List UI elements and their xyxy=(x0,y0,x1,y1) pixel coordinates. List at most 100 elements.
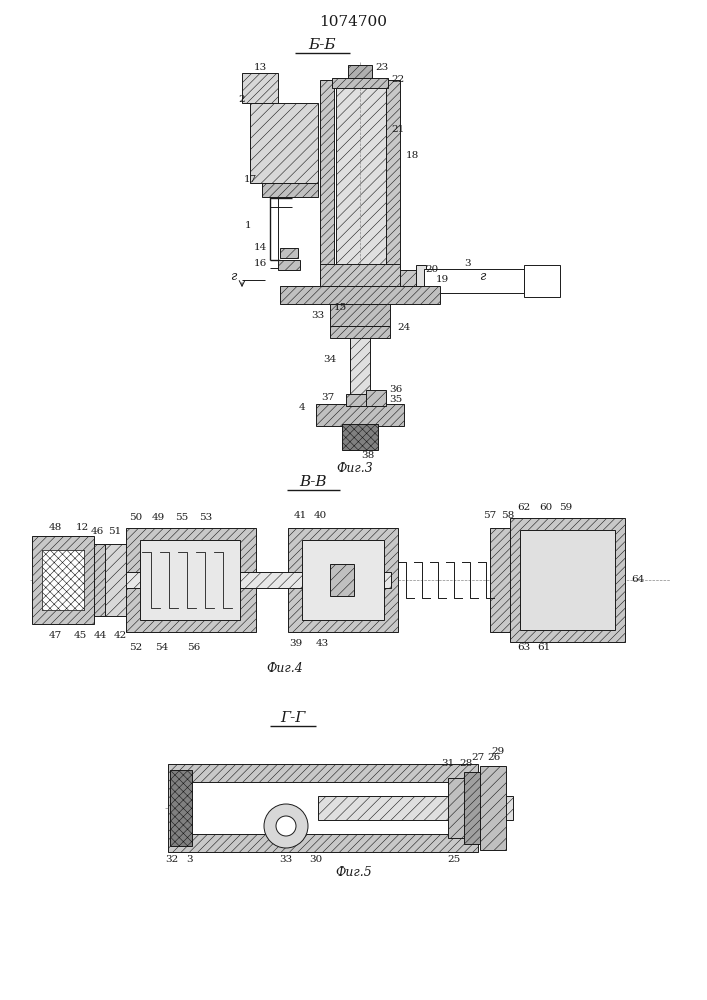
Bar xyxy=(448,778,464,838)
Text: 41: 41 xyxy=(293,510,307,520)
Bar xyxy=(126,572,391,588)
Text: 1074700: 1074700 xyxy=(319,15,387,29)
Text: 60: 60 xyxy=(539,504,553,512)
Text: 27: 27 xyxy=(472,754,484,762)
Text: 20: 20 xyxy=(426,265,438,274)
Text: 58: 58 xyxy=(501,510,515,520)
Text: 17: 17 xyxy=(243,176,257,184)
Bar xyxy=(168,764,478,852)
Bar xyxy=(288,528,398,632)
Text: 51: 51 xyxy=(108,528,122,536)
Text: Б-Б: Б-Б xyxy=(308,38,336,52)
Text: 34: 34 xyxy=(323,356,337,364)
Bar xyxy=(342,424,378,450)
Text: 64: 64 xyxy=(631,576,645,584)
Bar xyxy=(480,766,506,850)
Text: 43: 43 xyxy=(315,639,329,648)
Bar xyxy=(316,404,404,426)
Bar xyxy=(332,78,388,88)
Bar xyxy=(140,540,240,620)
Bar xyxy=(32,536,94,624)
Bar xyxy=(280,286,440,304)
Bar xyxy=(346,394,374,406)
Bar xyxy=(510,518,625,642)
Text: 29: 29 xyxy=(491,748,505,756)
Text: 49: 49 xyxy=(151,514,165,522)
Text: 44: 44 xyxy=(93,631,107,640)
Text: 14: 14 xyxy=(253,243,267,252)
Bar xyxy=(330,326,390,338)
Text: 45: 45 xyxy=(74,631,87,640)
Text: 48: 48 xyxy=(48,522,62,532)
Bar xyxy=(318,796,513,820)
Bar xyxy=(126,528,256,632)
Text: 25: 25 xyxy=(448,856,461,864)
Bar xyxy=(350,336,370,396)
Bar xyxy=(250,103,318,183)
Text: Фиг.3: Фиг.3 xyxy=(337,462,373,475)
Text: 13: 13 xyxy=(253,64,267,73)
Text: 61: 61 xyxy=(537,644,551,652)
Bar xyxy=(524,265,560,297)
Text: 62: 62 xyxy=(518,504,531,512)
Text: 15: 15 xyxy=(334,304,346,312)
Text: 46: 46 xyxy=(90,528,104,536)
Bar xyxy=(366,390,386,406)
Text: 56: 56 xyxy=(187,644,201,652)
Text: 35: 35 xyxy=(390,395,402,404)
Text: 18: 18 xyxy=(405,150,419,159)
Text: 23: 23 xyxy=(375,64,389,73)
Text: 55: 55 xyxy=(175,514,189,522)
Text: 31: 31 xyxy=(441,760,455,768)
Text: 38: 38 xyxy=(361,450,375,460)
Text: 40: 40 xyxy=(313,510,327,520)
Text: 37: 37 xyxy=(322,393,334,402)
Text: 63: 63 xyxy=(518,644,531,652)
Text: 30: 30 xyxy=(310,856,322,864)
Bar xyxy=(180,782,466,834)
Bar xyxy=(280,248,298,258)
Text: г: г xyxy=(479,270,485,284)
Text: г: г xyxy=(230,270,236,284)
Bar xyxy=(170,770,192,846)
Text: 2: 2 xyxy=(239,96,245,104)
Text: 24: 24 xyxy=(397,324,411,332)
Bar xyxy=(330,564,354,596)
Text: 3: 3 xyxy=(464,258,472,267)
Circle shape xyxy=(276,816,296,836)
Text: 12: 12 xyxy=(76,522,88,532)
Bar xyxy=(320,80,334,300)
Text: 57: 57 xyxy=(484,510,496,520)
Text: 42: 42 xyxy=(113,631,127,640)
Text: Фиг.5: Фиг.5 xyxy=(336,865,373,879)
Bar xyxy=(320,264,400,288)
Text: 33: 33 xyxy=(279,856,293,864)
Text: 28: 28 xyxy=(460,760,472,768)
Bar xyxy=(424,269,524,293)
Text: 50: 50 xyxy=(129,514,143,522)
Bar xyxy=(336,80,386,280)
Text: 19: 19 xyxy=(436,275,449,284)
Bar xyxy=(464,772,480,844)
Bar xyxy=(94,544,106,616)
Text: 22: 22 xyxy=(392,76,404,85)
Text: 16: 16 xyxy=(253,258,267,267)
Text: 4: 4 xyxy=(298,403,305,412)
Text: 54: 54 xyxy=(156,644,169,652)
Bar xyxy=(278,260,300,270)
Text: В-В: В-В xyxy=(299,475,327,489)
Bar xyxy=(302,540,384,620)
Text: 21: 21 xyxy=(392,125,404,134)
Text: 33: 33 xyxy=(311,312,325,320)
Bar xyxy=(400,270,416,298)
Text: 53: 53 xyxy=(199,514,213,522)
Bar xyxy=(490,528,510,632)
Bar xyxy=(520,530,615,630)
Text: 3: 3 xyxy=(187,856,193,864)
Text: 47: 47 xyxy=(48,631,62,640)
Text: 32: 32 xyxy=(165,856,179,864)
Bar xyxy=(242,73,278,103)
Bar xyxy=(42,550,84,610)
Text: 59: 59 xyxy=(559,504,573,512)
Bar xyxy=(348,65,372,81)
